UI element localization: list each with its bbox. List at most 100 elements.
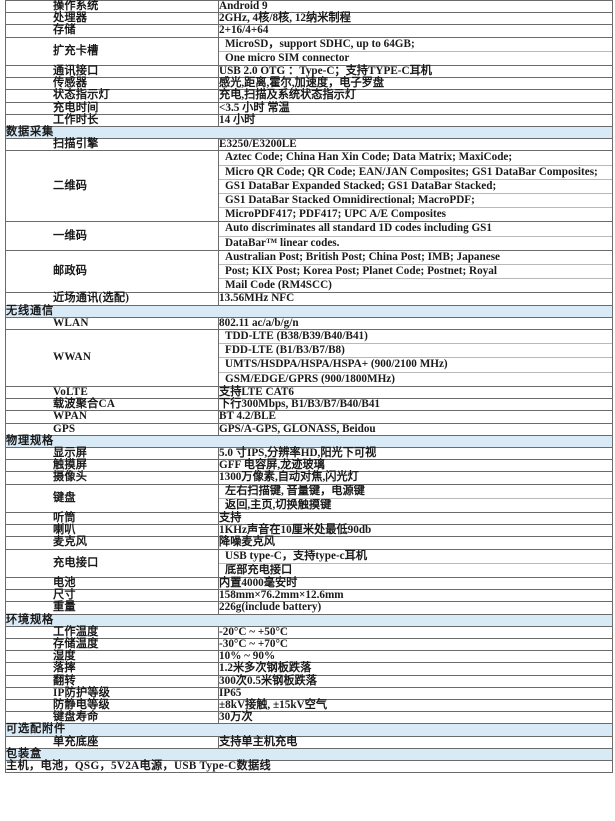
section-header-row: 物理规格 bbox=[5, 434, 613, 448]
section-header-label: 包装盒 bbox=[6, 747, 42, 760]
specification-table-body: 操作系统 Android 9 处理器 2GHz, 4核/8核, 12纳米制程 存储 2+1… bbox=[5, 0, 613, 774]
spec-label-text: 存储 bbox=[53, 24, 76, 37]
section-header-cell: 数据采集 bbox=[5, 126, 613, 140]
spec-value-line: TDD-LTE (B38/B39/B40/B41) bbox=[219, 330, 612, 345]
spec-label-text: 防静电等级 bbox=[53, 698, 110, 711]
spec-label-text: IP防护等级 bbox=[53, 686, 111, 699]
spec-row: 落摔 1.2米多次钢板跌落 bbox=[5, 662, 613, 676]
spec-value-stack: 左右扫描键, 音量键，电源键 返回,主页,切换触摸键 bbox=[219, 485, 612, 512]
section-header-cell: 可选配附件 bbox=[5, 723, 613, 737]
spec-label-cell: 近场通讯(选配) bbox=[5, 292, 219, 306]
section-header-label: 物理规格 bbox=[6, 434, 54, 447]
section-header-label: 环境规格 bbox=[6, 613, 54, 626]
spec-value-line: Micro QR Code; QR Code; EAN/JAN Composit… bbox=[219, 166, 612, 180]
spec-value-cell: 内置4000毫安时 bbox=[218, 576, 613, 591]
spec-value-cell: GFF 电容屏,龙迹玻璃 bbox=[218, 459, 613, 473]
spec-row: 尺寸 158mm×76.2mm×12.6mm bbox=[5, 589, 613, 603]
spec-value-cell: <3.5 小时 常温 bbox=[218, 101, 613, 115]
spec-row: 翻转 300次0.5米钢板跌落 bbox=[5, 674, 613, 688]
spec-value-line: UMTS/HSDPA/HSPA/HSPA+ (900/2100 MHz) bbox=[219, 358, 612, 373]
spec-label-cell: 麦克风 bbox=[5, 536, 219, 550]
spec-label-text: 湿度 bbox=[53, 650, 76, 663]
spec-label-text: 扩充卡槽 bbox=[53, 44, 99, 57]
spec-label-text: 听筒 bbox=[53, 511, 76, 524]
spec-value-line: DataBar™ linear codes. bbox=[225, 236, 340, 249]
spec-value-cell: IP65 bbox=[218, 686, 613, 700]
spec-label-text: 麦克风 bbox=[53, 536, 88, 549]
spec-value-cell: TDD-LTE (B38/B39/B40/B41) FDD-LTE (B1/B3/… bbox=[218, 329, 613, 387]
spec-label-text: VoLTE bbox=[53, 385, 89, 398]
spec-label-text: 存储温度 bbox=[53, 637, 99, 650]
spec-row: 充电时间 <3.5 小时 常温 bbox=[5, 101, 613, 115]
spec-label-cell: 一维码 bbox=[5, 221, 219, 251]
spec-label-cell: 听筒 bbox=[5, 511, 219, 526]
spec-row: 邮政码 Australian Post; British Post; China … bbox=[5, 249, 613, 294]
spec-label-text: 摄像头 bbox=[53, 471, 88, 484]
spec-label-text: 显示屏 bbox=[53, 446, 88, 459]
spec-label-cell: 工作温度 bbox=[5, 625, 219, 639]
spec-label-text: 喇叭 bbox=[53, 524, 76, 537]
spec-value-cell: 14 小时 bbox=[218, 113, 613, 128]
spec-value-cell: 支持 bbox=[218, 511, 613, 526]
spec-value-line: Australian Post; British Post; China Pos… bbox=[219, 251, 612, 266]
spec-row: 喇叭 1KHz声音在10厘米处最低90db bbox=[5, 524, 613, 538]
section-header-row: 可选配附件 bbox=[5, 723, 613, 737]
spec-label-cell: 电池 bbox=[5, 576, 219, 591]
spec-value-cell: Android 9 bbox=[218, 0, 613, 14]
spec-row: 键盘寿命 30万次 bbox=[5, 711, 613, 725]
spec-value-line: 返回,主页,切换触摸键 bbox=[225, 498, 332, 511]
spec-value-cell: 下行300Mbps, B1/B3/B7/B40/B41 bbox=[218, 398, 613, 412]
spec-label-text: 传感器 bbox=[53, 77, 88, 90]
spec-value-line: GS1 DataBar Expanded Stacked; GS1 DataBa… bbox=[219, 180, 612, 195]
spec-label-cell: 扫描引擎 bbox=[5, 138, 219, 152]
spec-label-text: GPS bbox=[53, 422, 76, 435]
spec-row: 一维码 Auto discriminates all standard 1D co… bbox=[5, 221, 613, 251]
spec-value-line: FDD-LTE (B1/B3/B7/B8) bbox=[219, 344, 612, 359]
spec-row: 操作系统 Android 9 bbox=[5, 0, 613, 14]
spec-label-text: 重量 bbox=[53, 601, 76, 614]
spec-label-text: 通讯接口 bbox=[53, 65, 99, 78]
spec-label-cell: 存储 bbox=[5, 24, 219, 38]
spec-value-cell: E3250/E3200LE bbox=[218, 138, 613, 152]
spec-label-text: 近场通讯(选配) bbox=[53, 292, 130, 305]
spec-label-cell: VoLTE bbox=[5, 385, 219, 400]
spec-label-cell: 充电时间 bbox=[5, 101, 219, 115]
spec-label-cell: 防静电等级 bbox=[5, 698, 219, 713]
spec-label-text: 扫描引擎 bbox=[53, 138, 99, 151]
spec-label-text: 键盘 bbox=[53, 491, 76, 504]
spec-value-cell: 158mm×76.2mm×12.6mm bbox=[218, 589, 613, 603]
specification-table: 操作系统 Android 9 处理器 2GHz, 4核/8核, 12纳米制程 存储 2+1… bbox=[5, 0, 613, 774]
spec-value-cell: 13.56MHz NFC bbox=[218, 292, 613, 306]
spec-label-cell: 湿度 bbox=[5, 650, 219, 664]
spec-label-text: 翻转 bbox=[53, 674, 76, 687]
spec-row: 扩充卡槽 MicroSD，support SDHC, up to 64GB; One… bbox=[5, 36, 613, 67]
spec-label-text: 电池 bbox=[53, 576, 76, 589]
section-header-cell: 包装盒 bbox=[5, 747, 613, 761]
spec-value-cell: -20°C ~ +50°C bbox=[218, 625, 613, 639]
spec-label-cell: 触摸屏 bbox=[5, 459, 219, 473]
spec-label-text: 键盘寿命 bbox=[53, 711, 99, 724]
spec-label-cell: WWAN bbox=[5, 329, 219, 387]
spec-label-cell: GPS bbox=[5, 422, 219, 436]
spec-value-line: One micro SIM connector bbox=[225, 51, 350, 64]
spec-label-cell: 喇叭 bbox=[5, 524, 219, 538]
section-header-row: 包装盒 bbox=[5, 747, 613, 761]
spec-value-line: MicroPDF417; PDF417; UPC A/E Composites bbox=[225, 208, 447, 221]
spec-row: 扫描引擎 E3250/E3200LE bbox=[5, 138, 613, 152]
spec-row: 状态指示灯 充电,扫描及系统状态指示灯 bbox=[5, 89, 613, 103]
spec-value-cell: USB type-C，支持type-c耳机 底部充电接口 bbox=[218, 548, 613, 578]
spec-label-text: WPAN bbox=[53, 410, 88, 423]
spec-value-cell: BT 4.2/BLE bbox=[218, 410, 613, 424]
spec-value-cell: 支持LTE CAT6 bbox=[218, 385, 613, 400]
spec-label-cell: 重量 bbox=[5, 601, 219, 615]
spec-row: 麦克风 降噪麦克风 bbox=[5, 536, 613, 550]
spec-value-cell: 30万次 bbox=[218, 711, 613, 725]
spec-value-cell: 2GHz, 4核/8核, 12纳米制程 bbox=[218, 12, 613, 26]
spec-row: WLAN 802.11 ac/a/b/g/n bbox=[5, 316, 613, 331]
spec-value-cell: Australian Post; British Post; China Pos… bbox=[218, 249, 613, 294]
section-header-label: 数据采集 bbox=[6, 126, 54, 139]
spec-label-cell: 操作系统 bbox=[5, 0, 219, 14]
spec-row: 处理器 2GHz, 4核/8核, 12纳米制程 bbox=[5, 12, 613, 26]
full-width-cell: 主机，电池，QSG，5V2A电源，USB Type-C数据线 bbox=[5, 759, 613, 774]
spec-label-cell: WPAN bbox=[5, 410, 219, 424]
